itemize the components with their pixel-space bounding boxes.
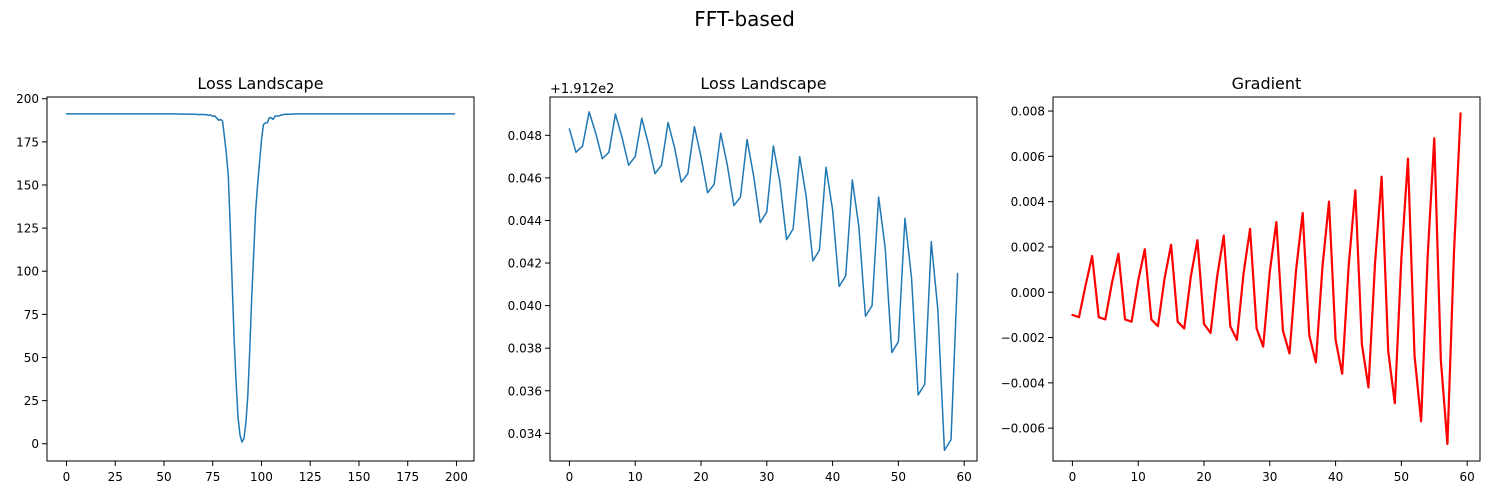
figure-suptitle: FFT-based [694,7,795,31]
y-tick-label: −0.002 [1001,331,1045,345]
x-tick-label: 0 [566,470,574,484]
y-tick-label: 0.040 [508,299,542,313]
x-tick-label: 100 [250,470,273,484]
y-tick-label: 25 [24,394,39,408]
axes-frame [46,96,475,462]
series-line [65,113,456,443]
y-tick-label: 0 [31,437,39,451]
y-tick-label: 100 [16,265,39,279]
y-tick-label: 175 [16,135,39,149]
x-tick-label: 60 [1460,470,1475,484]
x-tick-label: 50 [156,470,171,484]
subplot-3: Gradient 0 10 20 30 40 50 60 −0.006 −0.004 −0.002 0… [1001,74,1481,484]
x-tick-label: 200 [445,470,468,484]
y-tick-label: 0.008 [1011,105,1045,119]
x-tick-label: 60 [957,470,972,484]
y-offset-label: +1.912e2 [550,82,614,97]
subplot-title: Loss Landscape [197,74,323,93]
x-tick-label: 25 [108,470,123,484]
y-tick-label: 125 [16,222,39,236]
x-tick-label: 10 [1131,470,1146,484]
y-tick-label: 0.042 [508,257,542,271]
x-tick-label: 40 [825,470,840,484]
subplot-title: Gradient [1232,74,1302,93]
y-tick-label: 0.048 [508,129,542,143]
y-tick-label: 75 [24,308,39,322]
axes-frame [1052,96,1481,462]
y-tick-label: 0.034 [508,427,542,441]
y-tick-label: 200 [16,92,39,106]
x-tick-label: 50 [891,470,906,484]
axes-frame [549,96,978,462]
x-tick-label: 30 [759,470,774,484]
series-line [1071,112,1462,446]
series-line [568,111,959,452]
y-tick-label: 0.046 [508,171,542,185]
x-tick-label: 125 [299,470,322,484]
y-tick-label: −0.004 [1001,376,1045,390]
x-tick-label: 175 [396,470,419,484]
x-tick-label: 30 [1262,470,1277,484]
x-tick-label: 50 [1394,470,1409,484]
y-tick-label: 0.004 [1011,195,1045,209]
x-tick-label: 0 [63,470,71,484]
x-tick-label: 20 [1196,470,1211,484]
y-tick-label: 0.044 [508,214,542,228]
y-tick-label: 0.006 [1011,150,1045,164]
y-tick-label: 0.002 [1011,240,1045,254]
subplot-title: Loss Landscape [700,74,826,93]
x-tick-label: 75 [205,470,220,484]
x-tick-label: 40 [1328,470,1343,484]
x-tick-label: 10 [628,470,643,484]
y-tick-label: 0.000 [1011,286,1045,300]
x-tick-label: 20 [693,470,708,484]
subplot-2: Loss Landscape +1.912e2 0 10 20 30 40 50 60 0.034… [508,74,978,484]
y-tick-label: −0.006 [1001,422,1045,436]
y-tick-label: 150 [16,178,39,192]
subplot-1: Loss Landscape 0 25 50 75 100 125 150 175 200 0 25 5… [16,74,475,484]
y-tick-label: 0.038 [508,342,542,356]
y-tick-label: 50 [24,351,39,365]
x-tick-label: 150 [348,470,371,484]
x-tick-label: 0 [1069,470,1077,484]
y-tick-label: 0.036 [508,384,542,398]
